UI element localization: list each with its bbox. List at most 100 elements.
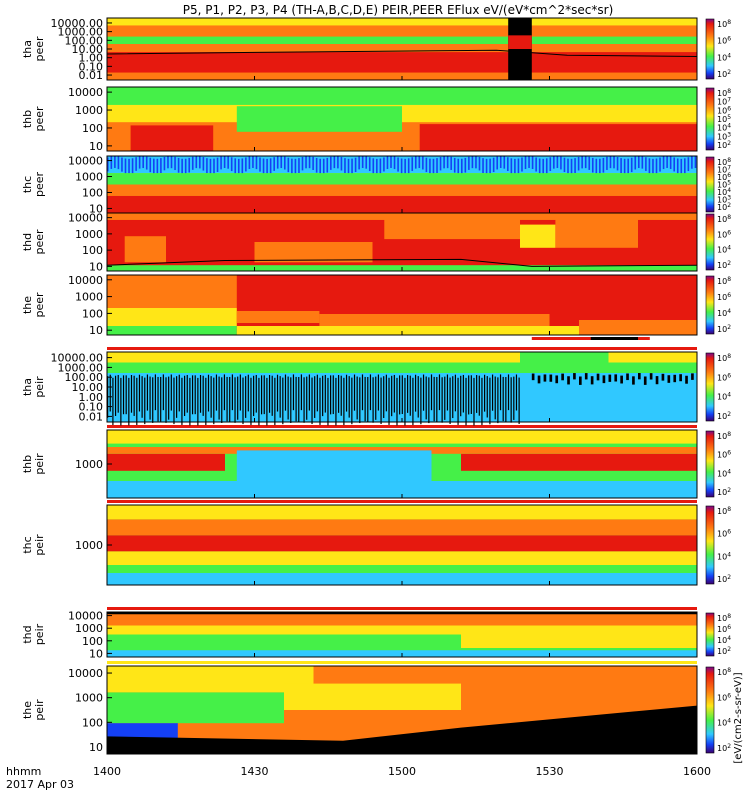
y-tick-label: 10000.00 — [51, 17, 104, 30]
panel-separator-stripe — [107, 347, 697, 350]
date-label: 2017 Apr 03 — [6, 778, 74, 791]
probe-label: the — [21, 701, 34, 719]
figure-title: P5, P1, P2, P3, P4 (TH-A,B,C,D,E) PEIR,P… — [183, 3, 614, 17]
y-tick-label: 10000 — [68, 610, 103, 623]
panel-separator-stripe — [107, 500, 697, 503]
y-tick-label: 1000 — [75, 622, 103, 635]
time-tick-label: 1600 — [683, 765, 711, 778]
spectrogram-panel-thb-peer: thbpeer 10000 1000 100 10 1081071061051041031… — [21, 86, 731, 153]
spectrogram-panel-thb-peir: thbpeir 1000 108 106 104 102 — [21, 429, 731, 499]
y-tick-label: 0.01 — [79, 69, 104, 82]
colorbar — [705, 505, 715, 585]
colorbar-tick-label: 102 — [717, 69, 731, 79]
panel-y-label: thapeer — [21, 36, 46, 62]
time-tick-label: 1500 — [388, 765, 416, 778]
y-tick-label: 100 — [82, 122, 103, 135]
colorbar-tick-label: 108 — [717, 88, 731, 98]
y-tick-label: 10 — [89, 202, 103, 215]
species-label: peer — [33, 106, 46, 132]
colorbar-tick-label: 102 — [717, 646, 731, 656]
colorbar-tick-label: 108 — [717, 667, 731, 677]
colorbar-tick-label: 102 — [717, 743, 731, 753]
species-label: peer — [33, 36, 46, 62]
y-tick-label: 10000 — [68, 86, 103, 99]
species-label: peir — [33, 534, 46, 556]
time-tick-label: 1430 — [241, 765, 269, 778]
colorbar-tick-label: 107 — [717, 97, 731, 107]
colorbar-tick-label: 104 — [717, 245, 731, 255]
colorbar-tick-label: 108 — [717, 276, 731, 286]
time-axis-label: hhmm — [6, 765, 41, 778]
panel-y-label: thbpeer — [21, 106, 46, 132]
colorbar-tick-label: 102 — [717, 487, 731, 497]
species-label: peir — [33, 376, 46, 398]
colorbar-tick-label: 106 — [717, 105, 731, 115]
colorbar-tick-label: 104 — [717, 468, 731, 478]
panel-y-label: thcpeer — [21, 172, 46, 198]
time-tick-labels: 1400 1430 1500 1530 1600 — [93, 76, 711, 778]
colorbar-tick-label: 108 — [717, 353, 731, 363]
y-tick-label: 10.00 — [72, 381, 104, 394]
panels-group: thapeer10000.001000.00100.0010.001.000.1… — [21, 17, 731, 755]
colorbar-tick-label: 102 — [717, 140, 731, 150]
y-tick-label: 0.10 — [79, 60, 104, 73]
species-label: peer — [33, 229, 46, 255]
probe-label: thc — [21, 176, 34, 193]
y-tick-label: 1000 — [75, 228, 103, 241]
colorbar — [705, 18, 715, 80]
spectrogram-panel-tha-peer: thapeer 10000.001000.00100.0010.001.000.1… — [21, 17, 731, 82]
probe-label: thd — [21, 233, 34, 251]
y-tick-label: 1000 — [75, 291, 103, 304]
y-tick-label: 1.00 — [79, 52, 104, 65]
colorbar-tick-label: 102 — [717, 260, 731, 270]
colorbar-tick-label: 108 — [717, 214, 731, 224]
y-tick-label: 1000 — [75, 458, 103, 471]
panel-y-label: thbpeir — [21, 453, 46, 475]
y-tick-label: 100 — [82, 186, 103, 199]
colorbar — [705, 666, 715, 754]
species-label: peer — [33, 172, 46, 198]
y-tick-label: 10000.00 — [51, 352, 104, 365]
colorbar-tick-label: 104 — [717, 392, 731, 402]
colorbar — [705, 213, 715, 271]
probe-label: the — [21, 296, 34, 314]
probe-label: tha — [21, 378, 34, 396]
y-tick-label: 10 — [89, 324, 103, 337]
panel-y-label: thdpeir — [21, 623, 46, 645]
colorbar-tick-label: 104 — [717, 718, 731, 728]
colorbar-tick-label: 104 — [717, 635, 731, 645]
colorbar-tick-label: 106 — [717, 36, 731, 46]
colorbar-tick-label: 108 — [717, 613, 731, 623]
colorbar-tick-label: 108 — [717, 506, 731, 516]
panel-separator-stripe — [107, 607, 697, 610]
y-tick-label: 100.00 — [65, 34, 104, 47]
probe-label: thc — [21, 536, 34, 553]
y-tick-label: 100 — [82, 307, 103, 320]
colorbar-tick-label: 106 — [717, 624, 731, 634]
colorbar-tick-label: 106 — [717, 692, 731, 702]
species-label: peir — [33, 453, 46, 475]
y-tick-label: 10 — [89, 140, 103, 153]
y-tick-label: 1000 — [75, 104, 103, 117]
colorbar-tick-label: 103 — [717, 195, 731, 205]
y-tick-label: 0.10 — [79, 401, 104, 414]
colorbar — [705, 156, 715, 213]
colorbar-tick-label: 104 — [717, 123, 731, 133]
y-tick-label: 1000 — [75, 692, 103, 705]
panel-y-label: thdpeer — [21, 229, 46, 255]
panel-y-label: thepeer — [21, 292, 46, 318]
probe-label: thb — [21, 455, 34, 473]
y-tick-label: 1.00 — [79, 391, 104, 404]
y-tick-label: 10 — [89, 260, 103, 273]
y-tick-label: 10000 — [68, 274, 103, 287]
y-tick-label: 100 — [82, 716, 103, 729]
colorbar-tick-label: 102 — [717, 202, 731, 212]
colorbar — [705, 430, 715, 498]
species-label: peir — [33, 623, 46, 645]
colorbar-tick-label: 102 — [717, 574, 731, 584]
panel-y-label: thcpeir — [21, 534, 46, 556]
colorbar-tick-label: 108 — [717, 19, 731, 29]
colorbar-tick-label: 102 — [717, 324, 731, 334]
spectrogram-panel-thc-peir: thcpeir 1000 108 106 104 102 — [21, 504, 731, 586]
